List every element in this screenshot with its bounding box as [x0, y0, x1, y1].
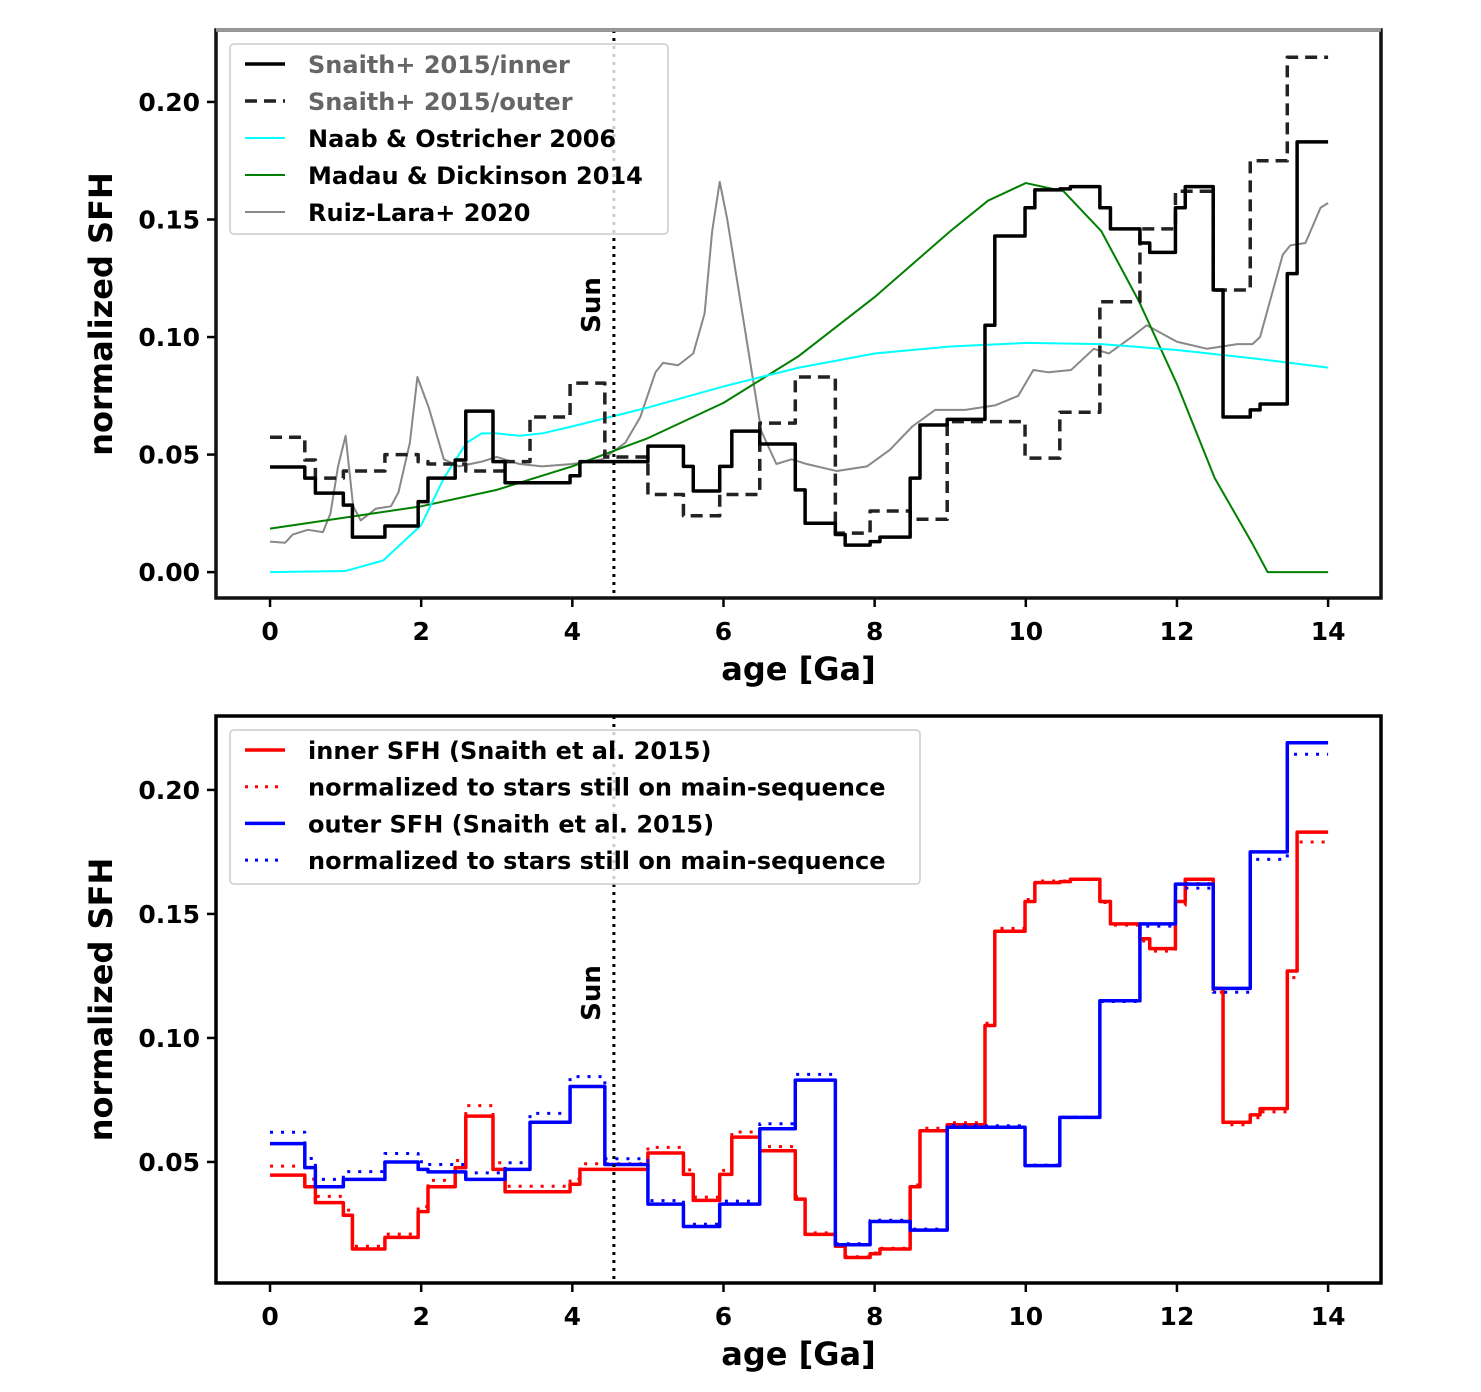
x-tick-label: 14: [1311, 1302, 1346, 1331]
y-tick-label: 0.10: [138, 323, 200, 352]
sun-label: Sun: [577, 277, 607, 333]
x-tick-label: 0: [261, 1302, 278, 1331]
y-tick-label: 0.00: [138, 558, 200, 587]
x-tick-label: 2: [412, 617, 429, 646]
legend-label-3: normalized to stars still on main-sequen…: [308, 847, 886, 875]
y-tick-label: 0.10: [138, 1024, 200, 1053]
x-tick-label: 4: [564, 617, 581, 646]
plot-area: [270, 716, 1329, 1283]
x-tick-label: 0: [261, 617, 278, 646]
legend-label-4: Ruiz-Lara+ 2020: [308, 199, 531, 227]
y-tick-label: 0.05: [138, 1148, 200, 1177]
series-line-2: [270, 741, 1329, 1247]
legend-label-1: Snaith+ 2015/outer: [308, 88, 573, 116]
series-line-0: [270, 830, 1329, 1260]
legend-label-0: Snaith+ 2015/inner: [308, 51, 570, 79]
x-tick-label: 10: [1008, 617, 1043, 646]
x-tick-label: 4: [564, 1302, 581, 1331]
x-tick-label: 8: [866, 617, 883, 646]
legend-box: [229, 729, 921, 885]
x-tick-label: 6: [715, 617, 732, 646]
series-line-1: [270, 55, 1329, 535]
y-axis-label: normalized SFH: [82, 172, 120, 455]
top-panel: 0 2 4 6 8 10 12 14 0.00 0.05 0.10 0.15 0.20 age [Ga] n…: [82, 28, 1383, 688]
x-axis-label: age [Ga]: [721, 650, 875, 688]
legend-box: [229, 43, 669, 235]
y-tick-label: 0.05: [138, 441, 200, 470]
y-tick-label: 0.15: [138, 900, 200, 929]
x-tick-label: 10: [1008, 1302, 1043, 1331]
y-tick-label: 0.15: [138, 205, 200, 234]
y-tick-label: 0.20: [138, 88, 200, 117]
series-line-4: [269, 180, 1329, 544]
legend-label-2: Naab & Ostricher 2006: [308, 125, 616, 153]
y-tick-label: 0.20: [138, 776, 200, 805]
bottom-panel: 0 2 4 6 8 10 12 14 0.05 0.10 0.15 0.20 age [Ga] norma…: [82, 714, 1383, 1373]
x-tick-label: 12: [1160, 617, 1195, 646]
x-tick-label: 14: [1311, 617, 1346, 646]
legend-label-3: Madau & Dickinson 2014: [308, 162, 643, 190]
legend-label-2: outer SFH (Snaith et al. 2015): [308, 810, 714, 838]
plot-area: [269, 30, 1329, 598]
series-line-2: [270, 341, 1329, 574]
x-tick-label: 8: [866, 1302, 883, 1331]
x-tick-label: 6: [715, 1302, 732, 1331]
sun-label: Sun: [577, 965, 607, 1021]
series-line-0: [270, 140, 1329, 547]
y-axis-label: normalized SFH: [82, 858, 120, 1141]
x-tick-label: 12: [1160, 1302, 1195, 1331]
legend: Snaith+ 2015/inner Snaith+ 2015/outer Naab…: [229, 43, 669, 235]
x-axis-label: age [Ga]: [721, 1335, 875, 1373]
legend-label-1: normalized to stars still on main-sequen…: [308, 774, 886, 802]
axes-frame: [214, 714, 1383, 1285]
series-line-3: [269, 182, 1329, 574]
legend-label-0: inner SFH (Snaith et al. 2015): [308, 737, 711, 765]
x-tick-label: 2: [412, 1302, 429, 1331]
legend: inner SFH (Snaith et al. 2015) normalized…: [229, 729, 921, 885]
